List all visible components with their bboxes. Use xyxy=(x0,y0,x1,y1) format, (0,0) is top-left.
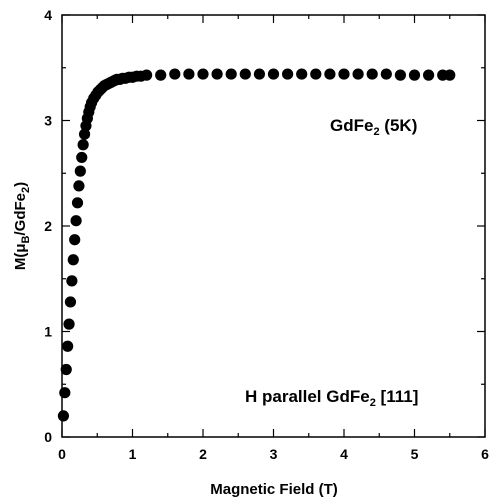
annotation-sample-post: (5K) xyxy=(380,116,418,135)
data-point xyxy=(338,68,350,80)
data-point xyxy=(239,68,251,80)
data-point xyxy=(225,68,237,80)
x-tick-label: 1 xyxy=(129,446,137,462)
y-axis-title-mu: μ xyxy=(12,243,29,252)
y-axis-title-sub: 2 xyxy=(20,187,32,193)
data-point xyxy=(394,69,406,81)
annotation-field-direction: H parallel GdFe2 [111] xyxy=(245,387,418,409)
data-point xyxy=(310,68,322,80)
y-tick-label: 3 xyxy=(44,113,52,129)
y-tick-label: 2 xyxy=(44,218,52,234)
ticks xyxy=(61,14,486,438)
x-tick-label: 5 xyxy=(411,446,419,462)
data-point xyxy=(183,68,195,80)
x-tick-label: 0 xyxy=(58,446,66,462)
data-point xyxy=(76,151,88,164)
data-point xyxy=(169,68,181,80)
data-point xyxy=(70,215,82,227)
data-point xyxy=(66,275,78,287)
data-point xyxy=(63,318,75,330)
data-point xyxy=(324,68,336,80)
annotation-field-direction-post: [111] xyxy=(376,387,419,406)
tick-labels: 0 1 2 3 4 5 6 0 1 2 3 4 xyxy=(44,7,489,462)
data-point xyxy=(69,234,81,246)
data-point xyxy=(423,69,435,81)
data-point xyxy=(78,128,91,140)
y-axis-title: M(μB/GdFe2) xyxy=(12,182,32,270)
data-point xyxy=(141,69,153,81)
y-axis-title-end: ) xyxy=(12,182,29,187)
data-points xyxy=(57,68,456,422)
y-tick-label: 1 xyxy=(44,324,52,340)
data-point xyxy=(155,69,167,81)
y-axis-title-main: M( xyxy=(12,253,29,271)
data-point xyxy=(253,68,265,80)
data-point xyxy=(444,69,456,81)
data-point xyxy=(197,68,209,80)
y-tick-label: 0 xyxy=(44,429,52,445)
data-point xyxy=(74,165,86,177)
data-point xyxy=(380,68,392,80)
data-point xyxy=(62,340,74,352)
data-point xyxy=(57,410,70,422)
data-point xyxy=(60,363,72,376)
annotation-field-direction-sub: 2 xyxy=(370,397,376,409)
x-tick-label: 6 xyxy=(481,446,489,462)
x-tick-label: 4 xyxy=(340,446,348,462)
y-axis-title-mid: /GdFe xyxy=(12,193,29,236)
x-tick-label: 3 xyxy=(270,446,278,462)
data-point xyxy=(366,68,378,80)
data-point xyxy=(296,68,308,80)
data-point xyxy=(71,197,84,209)
annotation-field-direction-text: H parallel GdFe xyxy=(245,387,370,406)
data-point xyxy=(352,68,364,80)
annotation-sample: GdFe2 (5K) xyxy=(330,116,417,138)
data-point xyxy=(67,254,79,266)
y-tick-label: 4 xyxy=(44,7,52,23)
x-tick-label: 2 xyxy=(199,446,207,462)
annotation-sample-text: GdFe xyxy=(330,116,373,135)
data-point xyxy=(59,387,71,399)
data-point xyxy=(64,296,77,308)
data-point xyxy=(267,68,280,80)
data-point xyxy=(73,180,85,192)
data-point xyxy=(211,68,223,80)
y-axis-title-mu-sub: B xyxy=(20,235,32,243)
x-axis-title: Magnetic Field (T) xyxy=(210,481,338,498)
data-point xyxy=(408,69,421,81)
annotation-sample-sub: 2 xyxy=(373,126,379,138)
data-point xyxy=(282,68,294,80)
data-point xyxy=(77,139,89,151)
